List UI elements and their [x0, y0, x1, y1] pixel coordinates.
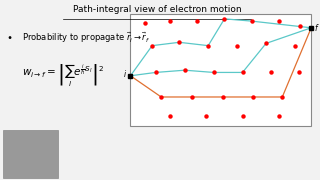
Text: $w_{i\rightarrow f} = \left|\sum_{l} e^{\frac{i}{\hbar}S_l}\right|^2$: $w_{i\rightarrow f} = \left|\sum_{l} e^{…	[22, 63, 104, 89]
FancyBboxPatch shape	[3, 130, 58, 178]
FancyBboxPatch shape	[131, 14, 311, 126]
Text: Path-integral view of electron motion: Path-integral view of electron motion	[73, 5, 242, 14]
Text: $\bullet$: $\bullet$	[6, 31, 13, 41]
Text: Probability to propagate $\vec{r}_i \rightarrow \vec{r}_f$: Probability to propagate $\vec{r}_i \rig…	[22, 31, 150, 46]
Text: $f$: $f$	[314, 22, 320, 33]
Text: $i$: $i$	[123, 68, 127, 80]
